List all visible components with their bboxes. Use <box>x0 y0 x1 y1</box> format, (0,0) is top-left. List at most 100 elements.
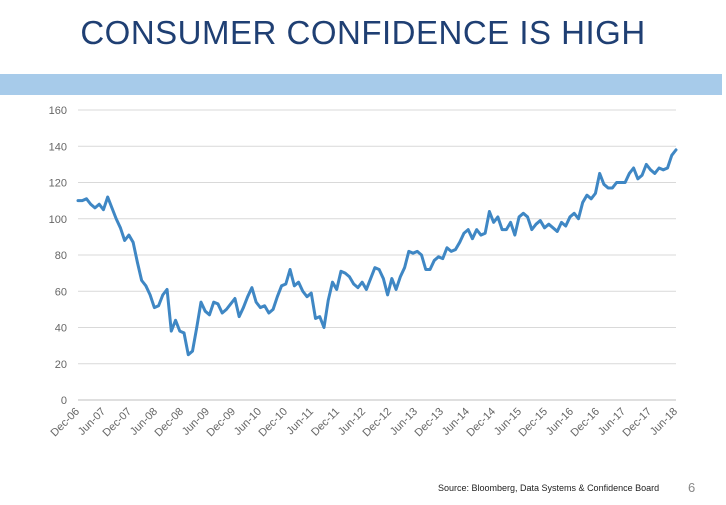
data-point <box>623 181 627 184</box>
data-point <box>636 177 640 181</box>
data-point <box>89 203 92 206</box>
x-tick-label: Dec-12 <box>361 406 395 440</box>
data-point <box>250 286 254 289</box>
data-point <box>280 284 283 288</box>
data-point <box>674 148 678 152</box>
data-point <box>140 279 143 282</box>
data-point <box>445 246 449 249</box>
data-point <box>454 248 457 251</box>
data-point <box>305 295 309 298</box>
data-point <box>479 233 483 237</box>
data-point <box>191 349 194 353</box>
data-point <box>662 168 665 172</box>
data-point <box>148 293 152 297</box>
data-point <box>174 319 177 322</box>
data-point <box>276 295 279 298</box>
y-axis-ticks: 0 20 40 60 80 100 120 140 160 <box>49 105 67 407</box>
data-point <box>360 280 364 284</box>
data-point <box>483 232 487 235</box>
data-point <box>589 197 593 201</box>
series-line <box>76 148 678 357</box>
data-point <box>165 288 169 291</box>
x-tick-label: Dec-16 <box>569 406 603 440</box>
y-tick-label: 140 <box>49 141 67 153</box>
x-axis-ticks: Dec-06Jun-07Dec-07Jun-08Dec-08Jun-09Dec-… <box>49 406 681 440</box>
data-point <box>288 268 292 271</box>
data-point <box>450 250 453 253</box>
y-tick-label: 0 <box>61 395 67 407</box>
data-point <box>267 311 271 315</box>
data-point <box>221 311 224 315</box>
data-point <box>594 192 597 195</box>
data-point <box>466 228 470 231</box>
data-point <box>348 275 351 278</box>
data-point <box>293 284 296 288</box>
data-point <box>462 232 466 235</box>
data-point <box>649 168 652 172</box>
data-point <box>178 329 181 333</box>
data-point <box>500 228 504 231</box>
data-point <box>471 237 474 240</box>
data-point <box>513 233 517 237</box>
data-point <box>153 306 156 309</box>
data-point <box>335 288 338 291</box>
data-point <box>216 302 220 306</box>
data-point <box>598 172 601 175</box>
data-point <box>517 215 521 219</box>
page-number: 6 <box>688 480 696 495</box>
data-point <box>301 290 304 293</box>
data-point <box>390 277 394 280</box>
data-point <box>551 226 555 230</box>
data-point <box>657 166 661 170</box>
data-point <box>352 282 355 286</box>
data-point <box>606 186 610 190</box>
data-point <box>271 308 275 311</box>
data-point <box>119 226 122 230</box>
data-point <box>161 293 165 297</box>
data-point <box>76 199 80 202</box>
data-point <box>670 154 673 157</box>
data-point <box>331 280 334 284</box>
y-tick-label: 120 <box>49 178 67 190</box>
y-tick-label: 80 <box>55 250 67 262</box>
data-point <box>199 300 203 304</box>
data-point <box>416 250 419 253</box>
data-point <box>437 255 440 259</box>
x-tick-label: Dec-09 <box>205 406 239 440</box>
x-tick-label: Dec-15 <box>517 406 551 440</box>
data-point <box>547 222 550 226</box>
data-point <box>263 304 266 307</box>
data-point <box>284 282 288 286</box>
data-point <box>131 241 135 244</box>
data-point <box>373 266 377 269</box>
data-point <box>424 268 427 271</box>
data-point <box>157 304 160 307</box>
data-point <box>420 253 423 257</box>
data-point <box>394 288 398 291</box>
data-point <box>534 222 538 226</box>
data-point <box>488 210 491 213</box>
data-point <box>615 181 618 184</box>
data-point <box>585 193 589 197</box>
x-tick-label: Dec-14 <box>465 406 499 440</box>
line-chart: 0 20 40 60 80 100 120 140 160 Dec-06Jun-07Dec-07… <box>49 105 681 440</box>
data-point <box>560 221 563 224</box>
data-point <box>441 257 444 260</box>
x-tick-label: Dec-17 <box>621 406 655 440</box>
data-point <box>645 163 648 166</box>
data-point <box>577 217 580 220</box>
x-tick-label: Dec-07 <box>101 406 135 440</box>
data-point <box>102 208 105 211</box>
data-point <box>242 306 245 309</box>
data-point <box>403 266 406 269</box>
x-tick-label: Dec-13 <box>413 406 447 440</box>
data-point <box>187 353 190 356</box>
data-point <box>666 166 669 170</box>
y-tick-label: 40 <box>55 323 67 335</box>
data-point <box>568 215 572 219</box>
source-note: Source: Bloomberg, Data Systems & Confid… <box>438 483 660 493</box>
data-point <box>318 315 321 318</box>
data-point <box>522 212 525 215</box>
data-point <box>246 295 249 298</box>
data-point <box>399 275 402 278</box>
